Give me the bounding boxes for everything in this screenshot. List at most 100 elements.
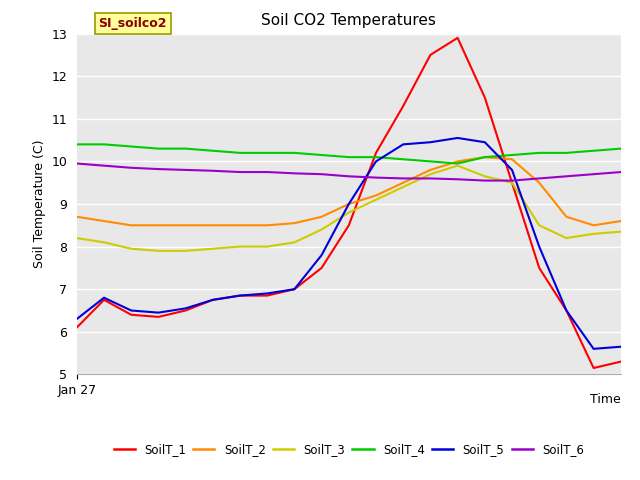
SoilT_1 (127, 312, 135, 318)
SoilT_4 (563, 150, 570, 156)
SoilT_1 (372, 150, 380, 156)
SoilT_4 (481, 154, 489, 160)
SoilT_6 (236, 169, 244, 175)
SoilT_3 (182, 248, 189, 254)
SoilT_1 (508, 180, 516, 186)
SoilT_2 (155, 222, 163, 228)
Line: SoilT_6: SoilT_6 (77, 164, 621, 180)
SoilT_3 (399, 184, 407, 190)
SoilT_2 (536, 180, 543, 186)
SoilT_1 (427, 52, 435, 58)
SoilT_1 (209, 297, 216, 303)
SoilT_6 (590, 171, 598, 177)
SoilT_5 (372, 158, 380, 164)
SoilT_5 (291, 286, 298, 292)
SoilT_3 (372, 197, 380, 203)
SoilT_2 (73, 214, 81, 220)
SoilT_3 (73, 235, 81, 241)
SoilT_6 (372, 175, 380, 180)
SoilT_2 (372, 192, 380, 198)
SoilT_6 (182, 167, 189, 173)
SoilT_5 (536, 244, 543, 250)
SoilT_6 (73, 161, 81, 167)
SoilT_5 (427, 139, 435, 145)
SoilT_1 (100, 297, 108, 303)
SoilT_6 (427, 176, 435, 181)
SoilT_5 (318, 252, 326, 258)
SoilT_3 (318, 227, 326, 232)
SoilT_2 (427, 167, 435, 173)
SoilT_1 (617, 359, 625, 364)
SoilT_4 (427, 158, 435, 164)
SoilT_5 (100, 295, 108, 300)
Y-axis label: Soil Temperature (C): Soil Temperature (C) (33, 140, 45, 268)
SoilT_5 (481, 139, 489, 145)
SoilT_5 (617, 344, 625, 349)
SoilT_5 (264, 290, 271, 296)
SoilT_2 (264, 222, 271, 228)
SoilT_6 (536, 176, 543, 181)
SoilT_1 (318, 265, 326, 271)
SoilT_3 (155, 248, 163, 254)
SoilT_2 (481, 154, 489, 160)
SoilT_4 (264, 150, 271, 156)
SoilT_3 (100, 240, 108, 245)
SoilT_2 (127, 222, 135, 228)
SoilT_6 (264, 169, 271, 175)
Legend: SoilT_1, SoilT_2, SoilT_3, SoilT_4, SoilT_5, SoilT_6: SoilT_1, SoilT_2, SoilT_3, SoilT_4, Soil… (109, 438, 589, 461)
SoilT_5 (590, 346, 598, 352)
SoilT_3 (536, 222, 543, 228)
SoilT_1 (481, 95, 489, 100)
Title: Soil CO2 Temperatures: Soil CO2 Temperatures (261, 13, 436, 28)
SoilT_4 (399, 156, 407, 162)
SoilT_4 (155, 146, 163, 152)
SoilT_3 (345, 210, 353, 216)
SoilT_3 (508, 180, 516, 186)
SoilT_2 (399, 180, 407, 186)
SoilT_2 (100, 218, 108, 224)
SoilT_2 (209, 222, 216, 228)
SoilT_1 (399, 103, 407, 109)
SoilT_3 (617, 229, 625, 235)
SoilT_2 (291, 220, 298, 226)
SoilT_4 (100, 142, 108, 147)
SoilT_2 (508, 156, 516, 162)
SoilT_6 (291, 170, 298, 176)
SoilT_4 (127, 144, 135, 149)
SoilT_5 (155, 310, 163, 315)
SoilT_2 (563, 214, 570, 220)
SoilT_5 (182, 305, 189, 311)
SoilT_3 (427, 171, 435, 177)
SoilT_2 (236, 222, 244, 228)
Line: SoilT_2: SoilT_2 (77, 157, 621, 225)
SoilT_6 (399, 176, 407, 181)
SoilT_3 (127, 246, 135, 252)
Line: SoilT_3: SoilT_3 (77, 166, 621, 251)
SoilT_4 (536, 150, 543, 156)
SoilT_1 (73, 324, 81, 330)
SoilT_1 (454, 35, 461, 41)
SoilT_4 (318, 152, 326, 158)
SoilT_2 (318, 214, 326, 220)
SoilT_4 (209, 148, 216, 154)
SoilT_6 (318, 171, 326, 177)
SoilT_4 (590, 148, 598, 154)
SoilT_1 (536, 265, 543, 271)
SoilT_2 (617, 218, 625, 224)
SoilT_1 (291, 286, 298, 292)
SoilT_5 (399, 142, 407, 147)
SoilT_3 (481, 173, 489, 179)
SoilT_5 (73, 316, 81, 322)
SoilT_4 (291, 150, 298, 156)
SoilT_6 (155, 166, 163, 172)
SoilT_4 (182, 146, 189, 152)
SoilT_6 (454, 177, 461, 182)
SoilT_6 (563, 173, 570, 179)
SoilT_4 (372, 154, 380, 160)
SoilT_3 (236, 244, 244, 250)
SoilT_4 (345, 154, 353, 160)
SoilT_6 (345, 173, 353, 179)
SoilT_5 (236, 293, 244, 299)
SoilT_4 (454, 161, 461, 167)
Line: SoilT_1: SoilT_1 (77, 38, 621, 368)
